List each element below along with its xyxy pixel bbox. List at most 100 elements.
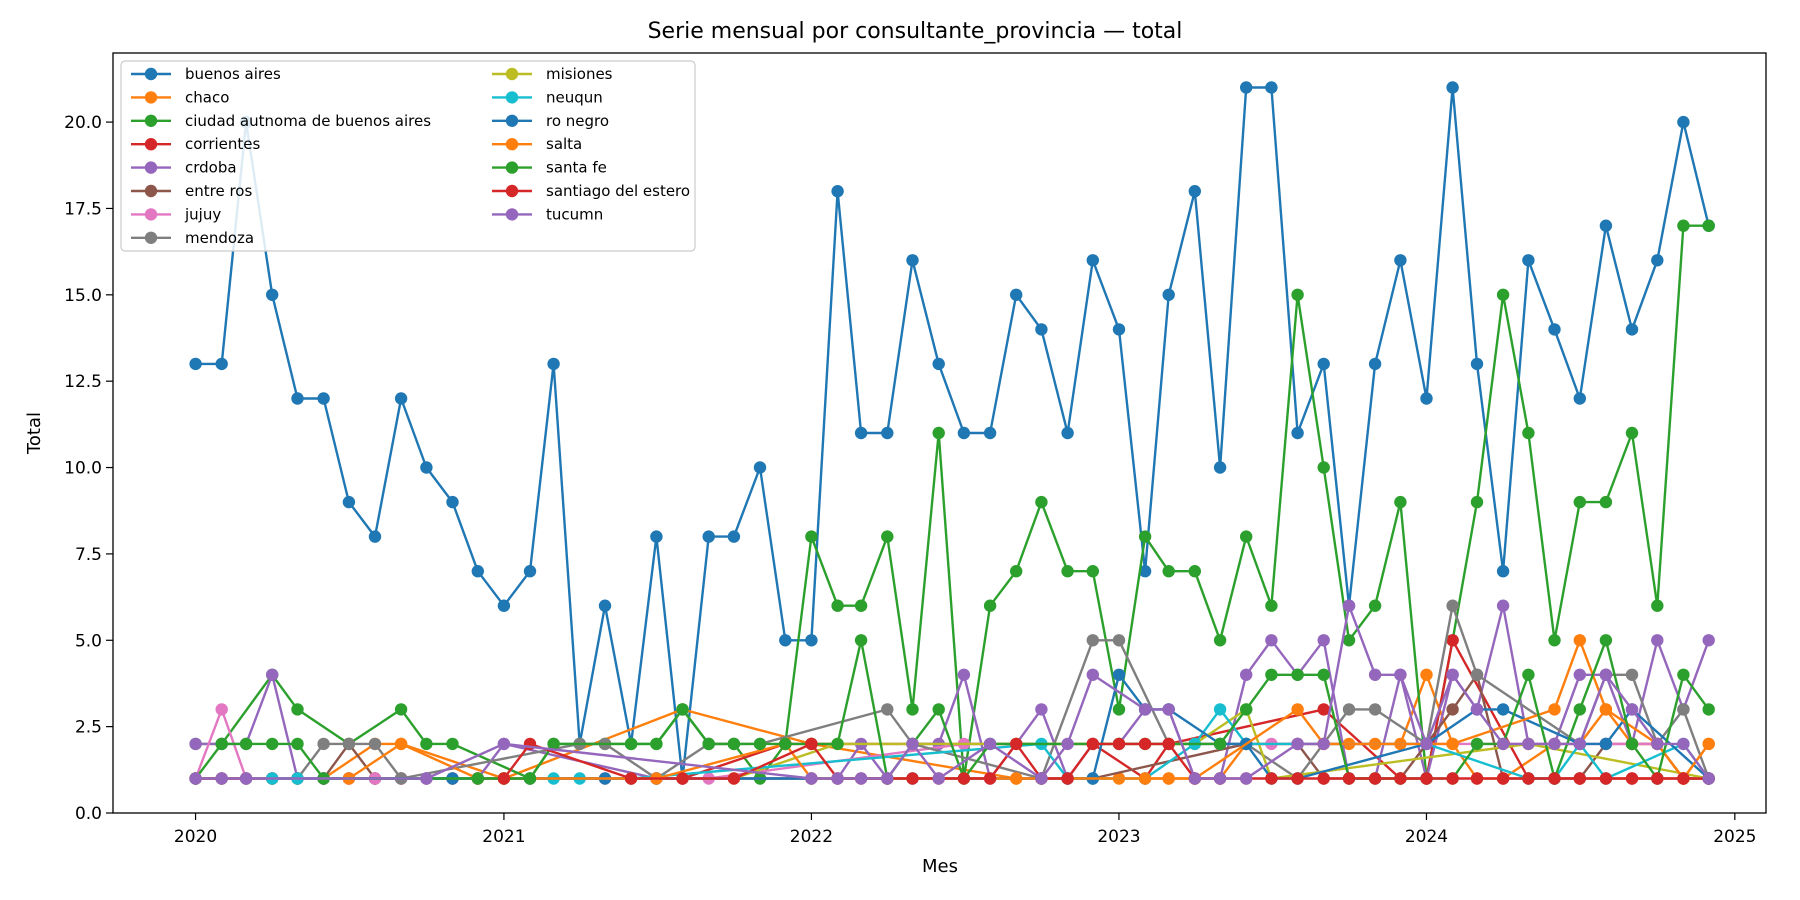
data-point <box>805 772 818 785</box>
data-point <box>215 703 228 716</box>
legend-marker <box>144 91 158 104</box>
data-point <box>1035 703 1048 716</box>
data-point <box>1213 772 1227 785</box>
data-point <box>932 426 945 440</box>
legend-marker <box>144 114 158 128</box>
data-point <box>1086 254 1100 267</box>
data-point <box>1470 703 1484 716</box>
data-point <box>881 530 894 543</box>
data-point <box>1086 668 1100 681</box>
data-point <box>1677 703 1690 716</box>
legend-marker <box>144 138 158 151</box>
data-point <box>650 530 663 543</box>
data-point <box>266 288 279 301</box>
data-point <box>1291 426 1304 440</box>
x-tick-label: 2024 <box>1405 827 1448 847</box>
legend-item: entre ros <box>131 182 252 200</box>
data-point <box>957 772 971 785</box>
data-point <box>1162 772 1175 785</box>
data-point <box>1702 703 1715 716</box>
data-point <box>1446 737 1459 751</box>
data-point <box>983 737 997 751</box>
series-line <box>733 708 1709 780</box>
data-point <box>1677 737 1690 751</box>
data-point <box>1573 634 1587 647</box>
y-tick-label: 12.5 <box>64 372 102 392</box>
data-point <box>983 426 997 440</box>
data-point <box>189 772 202 785</box>
legend-item: salta <box>492 135 582 153</box>
data-point <box>1420 737 1433 751</box>
data-point <box>1496 703 1510 716</box>
data-point <box>1625 737 1639 751</box>
data-point <box>1677 772 1690 785</box>
data-point <box>1317 461 1330 474</box>
data-point <box>805 737 818 751</box>
data-point <box>676 772 689 785</box>
data-point <box>1240 703 1253 716</box>
data-point <box>1010 772 1023 785</box>
legend-label: entre ros <box>185 182 252 200</box>
data-point <box>1368 668 1382 681</box>
data-point <box>1470 668 1484 681</box>
data-point <box>547 737 560 751</box>
legend-label: crdoba <box>185 159 237 177</box>
data-point <box>650 737 663 751</box>
legend-marker <box>505 208 519 221</box>
data-point <box>1061 737 1074 751</box>
legend-marker <box>505 138 519 151</box>
data-point <box>983 599 997 612</box>
data-point <box>1317 703 1330 716</box>
data-point <box>1651 737 1664 751</box>
legend-label: ro negro <box>546 112 609 130</box>
data-point <box>1086 634 1100 647</box>
data-point <box>1368 357 1382 371</box>
data-point <box>291 392 304 405</box>
data-point <box>1470 737 1484 751</box>
data-point <box>1651 254 1664 267</box>
data-point <box>1420 772 1433 785</box>
data-point <box>420 772 433 785</box>
data-point <box>497 772 511 785</box>
data-point <box>1162 288 1175 301</box>
y-tick-label: 0.0 <box>75 804 102 824</box>
data-point <box>317 392 330 405</box>
data-point <box>1138 565 1152 578</box>
legend-label: jujuy <box>184 205 221 223</box>
legend-marker <box>144 231 158 244</box>
y-axis-label: Total <box>24 412 45 455</box>
x-tick-label: 2025 <box>1713 827 1756 847</box>
data-point <box>1317 737 1330 751</box>
data-point <box>1265 634 1278 647</box>
legend-marker <box>505 184 519 198</box>
legend-item: misiones <box>492 65 613 83</box>
data-point <box>1599 772 1613 785</box>
data-point <box>1112 737 1126 751</box>
data-point <box>394 737 408 751</box>
data-point <box>215 357 228 371</box>
data-point <box>497 599 511 612</box>
data-point <box>854 426 868 440</box>
data-point <box>1342 599 1356 612</box>
data-point <box>1599 634 1613 647</box>
data-point <box>368 737 382 751</box>
data-point <box>1548 323 1561 336</box>
data-point <box>1342 634 1356 647</box>
data-point <box>1702 219 1715 232</box>
data-point <box>702 737 715 751</box>
data-point <box>1651 634 1664 647</box>
data-point <box>523 565 537 578</box>
data-point <box>1317 634 1330 647</box>
data-point <box>932 703 945 716</box>
legend-marker <box>505 161 519 174</box>
data-point <box>1291 737 1304 751</box>
data-point <box>1625 323 1639 336</box>
data-point <box>1394 495 1407 509</box>
data-point <box>753 737 767 751</box>
data-point <box>1470 357 1484 371</box>
data-point <box>854 634 868 647</box>
data-point <box>446 737 459 751</box>
data-point <box>523 772 537 785</box>
data-point <box>805 530 818 543</box>
y-tick-label: 7.5 <box>75 545 102 565</box>
